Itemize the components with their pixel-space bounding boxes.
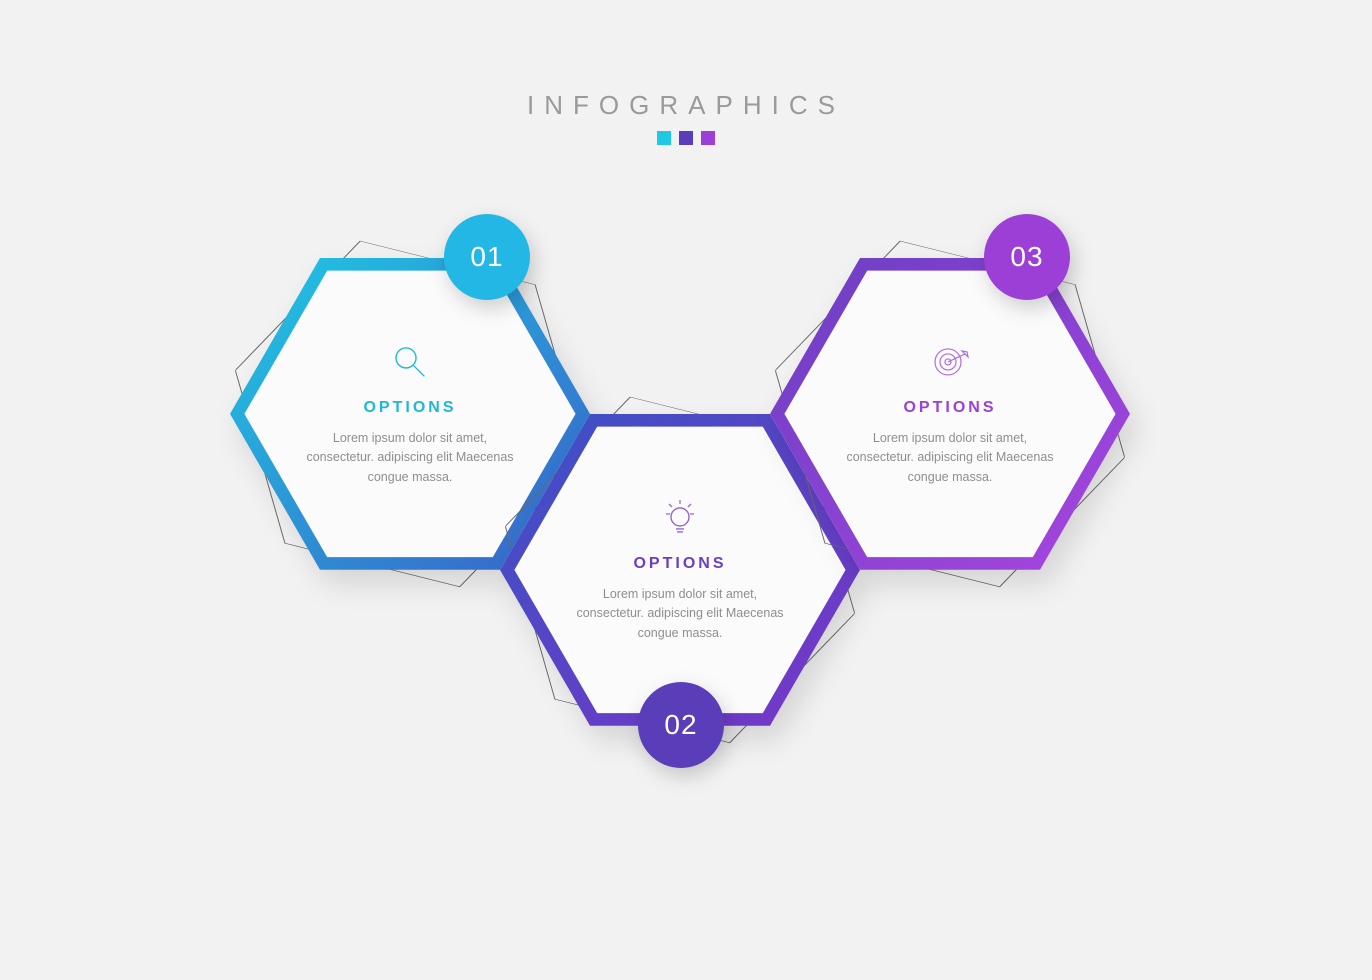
option-2-content: OPTIONS Lorem ipsum dolor sit amet, cons… [570, 497, 790, 643]
option-1-body: Lorem ipsum dolor sit amet, consectetur.… [300, 429, 520, 487]
infographic-stage: INFOGRAPHICS [0, 0, 1372, 980]
option-3-title: OPTIONS [840, 399, 1060, 417]
option-3-content: OPTIONS Lorem ipsum dolor sit amet, cons… [840, 341, 1060, 487]
option-3-body: Lorem ipsum dolor sit amet, consectetur.… [840, 429, 1060, 487]
target-icon [840, 341, 1060, 383]
badge-01: 01 [444, 214, 530, 300]
option-2-body: Lorem ipsum dolor sit amet, consectetur.… [570, 585, 790, 643]
badge-03: 03 [984, 214, 1070, 300]
option-3: OPTIONS Lorem ipsum dolor sit amet, cons… [770, 258, 1130, 570]
option-2-title: OPTIONS [570, 555, 790, 573]
badge-02-number: 02 [664, 709, 697, 741]
swatch-1 [657, 131, 671, 145]
bulb-icon [570, 497, 790, 539]
swatch-3 [701, 131, 715, 145]
color-swatches [0, 131, 1372, 145]
badge-03-number: 03 [1010, 241, 1043, 273]
search-icon [300, 341, 520, 383]
badge-01-number: 01 [470, 241, 503, 273]
badge-02: 02 [638, 682, 724, 768]
page-title: INFOGRAPHICS [0, 90, 1372, 121]
header: INFOGRAPHICS [0, 90, 1372, 145]
swatch-2 [679, 131, 693, 145]
option-1-title: OPTIONS [300, 399, 520, 417]
option-1-content: OPTIONS Lorem ipsum dolor sit amet, cons… [300, 341, 520, 487]
